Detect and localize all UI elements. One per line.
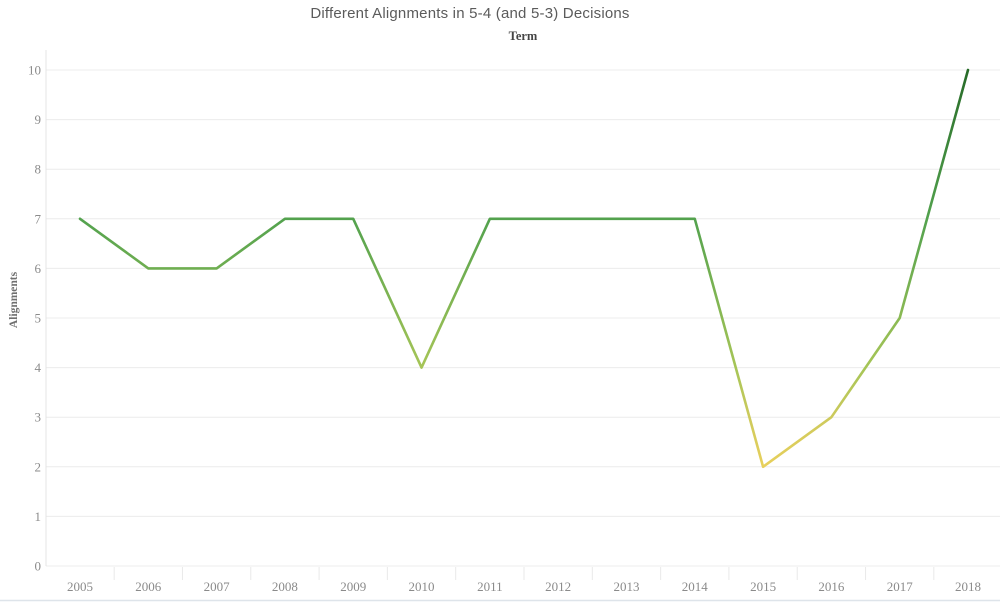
- y-tick-label: 3: [35, 410, 42, 425]
- x-tick-label: 2011: [477, 579, 503, 594]
- y-tick-label: 2: [35, 459, 42, 474]
- x-tick-label: 2005: [67, 579, 93, 594]
- x-tick-label: 2018: [955, 579, 981, 594]
- x-tick-label: 2014: [682, 579, 709, 594]
- y-tick-label: 4: [35, 360, 42, 375]
- x-tick-label: 2008: [272, 579, 298, 594]
- x-tick-label: 2015: [750, 579, 776, 594]
- y-tick-label: 8: [35, 162, 42, 177]
- chart-title: Different Alignments in 5-4 (and 5-3) De…: [310, 5, 630, 22]
- x-tick-label: 2012: [545, 579, 571, 594]
- alignments-line-series[interactable]: [78, 68, 970, 469]
- x-axis-title: Term: [508, 29, 538, 43]
- y-tick-label: 7: [35, 211, 42, 226]
- x-tick-label: 2009: [340, 579, 366, 594]
- y-tick-label: 6: [35, 261, 42, 276]
- y-tick-label: 1: [35, 509, 42, 524]
- x-tick-label: 2017: [887, 579, 914, 594]
- x-tick-label: 2010: [409, 579, 435, 594]
- x-tick-label: 2006: [135, 579, 162, 594]
- y-tick-label: 5: [35, 311, 42, 326]
- x-tick-label: 2016: [818, 579, 845, 594]
- x-tick-label: 2013: [613, 579, 639, 594]
- x-tick-label: 2007: [204, 579, 231, 594]
- y-tick-label: 0: [35, 559, 42, 574]
- y-tick-label: 9: [35, 112, 42, 127]
- y-tick-label: 10: [28, 63, 41, 78]
